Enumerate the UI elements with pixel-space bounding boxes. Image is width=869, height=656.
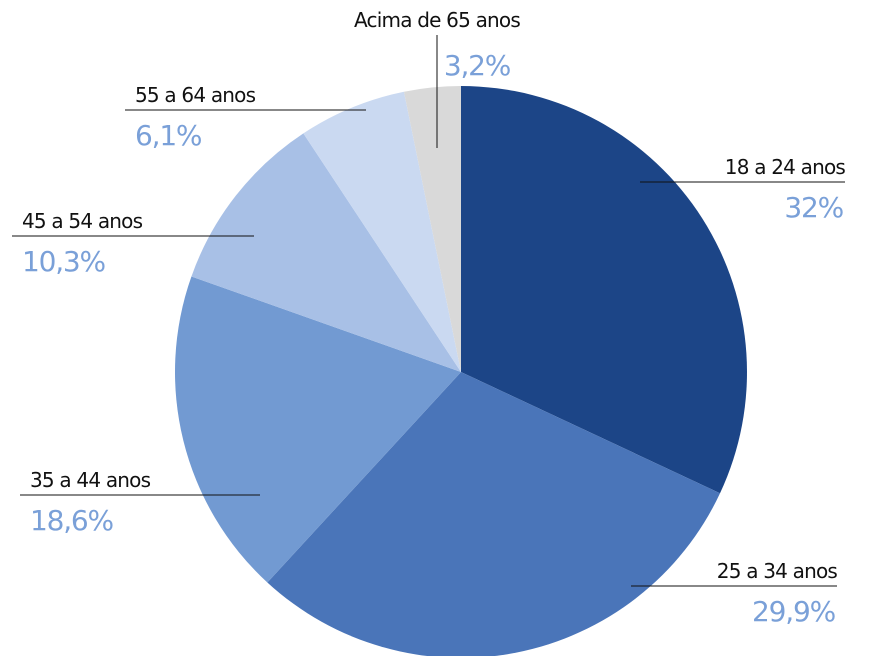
pie-slice-2 — [174, 276, 461, 583]
pie-slices — [174, 86, 747, 656]
slice-label-1: 25 a 34 anos — [717, 559, 838, 583]
pie-labels: 18 a 24 anos 32% 25 a 34 anos 29,9% 35 a 44 … — [12, 8, 846, 628]
slice-label-0: 18 a 24 anos — [725, 155, 846, 179]
slice-label-5: Acima de 65 anos — [354, 8, 520, 32]
slice-label-2: 35 a 44 anos — [30, 468, 151, 492]
pie-slice-3 — [191, 133, 462, 372]
slice-label-3: 45 a 54 anos — [22, 209, 143, 233]
pie-slice-5 — [403, 86, 461, 372]
slice-value-2: 18,6% — [30, 504, 114, 537]
pie-slice-1 — [267, 372, 721, 656]
slice-value-1: 29,9% — [752, 595, 836, 628]
pie-slice-4 — [303, 91, 461, 372]
slice-value-3: 10,3% — [22, 245, 106, 278]
pie-slice-0 — [461, 86, 747, 494]
slice-label-4: 55 a 64 anos — [135, 83, 256, 107]
slice-value-4: 6,1% — [135, 119, 202, 152]
slice-value-0: 32% — [784, 191, 843, 224]
slice-value-5: 3,2% — [444, 49, 511, 82]
